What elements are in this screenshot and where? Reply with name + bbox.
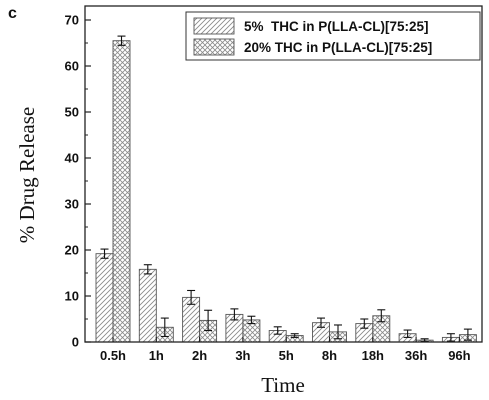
bar-5pct: [138, 268, 157, 343]
x-tick-label: 8h: [322, 348, 337, 363]
y-tick-label: 70: [65, 13, 79, 28]
y-axis: 0 10 20 30 40 50 60 70: [65, 13, 91, 350]
bar-5pct: [95, 253, 114, 343]
y-tick-label: 30: [65, 197, 79, 212]
x-tick-label: 2h: [192, 348, 207, 363]
x-tick-label: 1h: [149, 348, 164, 363]
panel-label: c: [8, 5, 17, 22]
bar-20pct: [112, 40, 131, 343]
x-tick-label: 3h: [235, 348, 250, 363]
y-tick-label: 10: [65, 289, 79, 304]
x-tick-label: 5h: [279, 348, 294, 363]
legend-label-5pct: 5% THC in P(LLA-CL)[75:25]: [244, 19, 429, 34]
x-tick-label: 96h: [448, 348, 470, 363]
y-tick-label: 20: [65, 243, 79, 258]
legend-label-20pct: 20% THC in P(LLA-CL)[75:25]: [244, 40, 432, 55]
y-tick-label: 0: [72, 335, 79, 350]
y-tick-label: 50: [65, 105, 79, 120]
legend-box: [185, 11, 481, 61]
legend: 5% THC in P(LLA-CL)[75:25] 20% THC in P(…: [185, 11, 481, 61]
legend-swatch-5pct: [193, 17, 235, 35]
legend-swatch-20pct: [193, 38, 235, 56]
x-tick-label: 36h: [405, 348, 427, 363]
x-axis-title: Time: [261, 373, 305, 397]
x-axis: 0.5h 1h 2h 3h 5h 8h 18h 36h 96h: [100, 337, 471, 363]
y-tick-label: 40: [65, 151, 79, 166]
y-tick-label: 60: [65, 59, 79, 74]
bars-layer: [95, 40, 477, 343]
y-axis-title: % Drug Release: [15, 107, 39, 243]
x-tick-label: 0.5h: [100, 348, 126, 363]
x-tick-label: 18h: [362, 348, 384, 363]
plot-frame: [84, 5, 483, 343]
